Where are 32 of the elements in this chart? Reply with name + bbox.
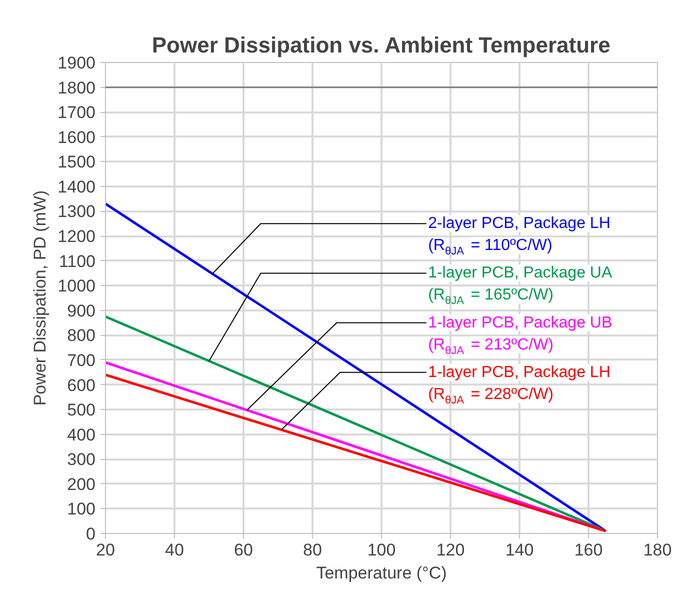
y-tick-label: 200 bbox=[67, 474, 96, 494]
y-tick-label: 1600 bbox=[58, 128, 96, 147]
y-tick-label: 500 bbox=[67, 400, 96, 420]
y-tick-label: 1900 bbox=[58, 54, 96, 72]
y-tick-label: 300 bbox=[67, 450, 96, 470]
y-tick-label: 1800 bbox=[58, 78, 96, 98]
x-tick-label: 160 bbox=[574, 540, 603, 560]
y-tick-label: 1000 bbox=[58, 276, 96, 296]
y-axis-title: Power Dissipation, PD (mW) bbox=[30, 190, 50, 406]
y-tick-label: 900 bbox=[67, 301, 96, 320]
x-tick-label: 100 bbox=[367, 540, 396, 560]
y-tick-label: 1300 bbox=[58, 202, 96, 222]
y-tick-label: 400 bbox=[67, 425, 96, 444]
y-tick-label: 600 bbox=[67, 376, 96, 395]
x-tick-label: 20 bbox=[96, 540, 115, 560]
y-tick-label: 1500 bbox=[58, 152, 96, 172]
y-tick-label: 1700 bbox=[58, 103, 96, 122]
chart-title: Power Dissipation vs. Ambient Temperature bbox=[152, 32, 610, 58]
x-tick-label: 80 bbox=[303, 540, 322, 560]
y-tick-label: 0 bbox=[86, 524, 96, 544]
y-tick-label: 1400 bbox=[58, 177, 96, 196]
y-tick-label: 700 bbox=[67, 350, 96, 370]
y-tick-label: 800 bbox=[67, 326, 96, 346]
y-tick-label: 100 bbox=[67, 500, 96, 519]
x-tick-label: 180 bbox=[643, 540, 672, 560]
x-axis-title: Temperature (°C) bbox=[316, 564, 447, 582]
y-tick-label: 1100 bbox=[58, 252, 96, 271]
x-tick-label: 60 bbox=[234, 540, 253, 560]
x-tick-label: 120 bbox=[436, 540, 465, 560]
x-tick-label: 40 bbox=[165, 540, 184, 560]
y-tick-label: 1200 bbox=[58, 227, 96, 246]
x-tick-label: 140 bbox=[505, 540, 534, 560]
